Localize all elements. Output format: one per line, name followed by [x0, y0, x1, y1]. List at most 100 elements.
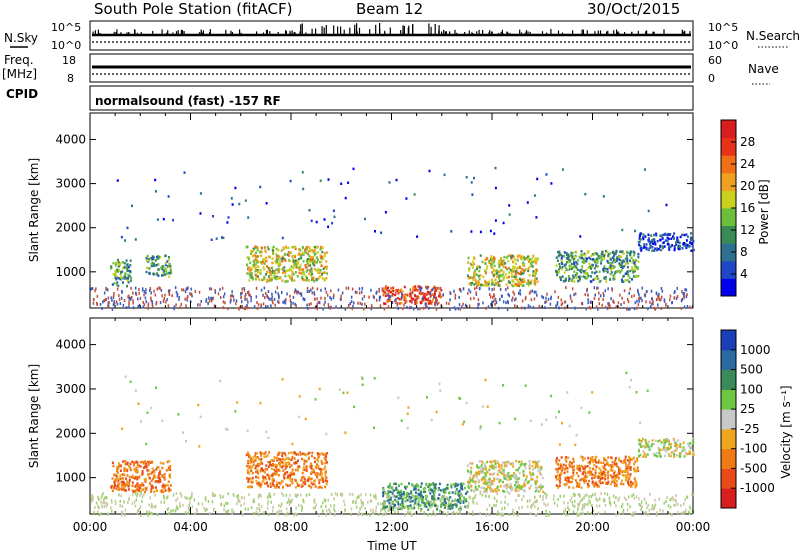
echo-cell	[515, 263, 517, 266]
echo-cell	[301, 509, 303, 512]
echo-cell	[288, 269, 290, 272]
echo-cell	[284, 253, 286, 256]
echo-cell	[643, 243, 645, 246]
echo-cell	[471, 462, 473, 465]
echo-cell	[361, 303, 363, 306]
echo-cell	[623, 509, 625, 512]
echo-cell	[122, 505, 124, 508]
echo-cell	[424, 511, 426, 514]
echo-cell	[542, 477, 544, 480]
echo-cell	[510, 483, 512, 486]
echo-cell	[444, 174, 446, 177]
echo-cell	[584, 193, 586, 196]
echo-cell	[665, 450, 667, 453]
echo-cell	[107, 503, 109, 506]
echo-cell	[518, 467, 520, 470]
echo-cell	[287, 475, 289, 478]
echo-cell	[356, 506, 358, 509]
echo-cell	[670, 238, 672, 241]
echo-cell	[260, 269, 262, 272]
echo-cell	[112, 462, 114, 465]
echo-cell	[139, 487, 141, 490]
echo-cell	[387, 293, 389, 296]
echo-cell	[294, 291, 296, 294]
echo-cell	[288, 251, 290, 254]
echo-cell	[130, 287, 132, 290]
echo-cell	[116, 281, 118, 284]
echo-cell	[571, 496, 573, 499]
echo-cell	[161, 467, 163, 470]
echo-cell	[151, 485, 153, 488]
echo-cell	[264, 476, 266, 479]
echo-cell	[370, 509, 372, 512]
echo-cell	[587, 486, 589, 489]
echo-cell	[519, 267, 521, 270]
echo-cell	[110, 486, 112, 489]
echo-cell	[530, 505, 532, 508]
echo-cell	[161, 289, 163, 292]
echo-cell	[449, 308, 451, 311]
echo-cell	[500, 479, 502, 482]
echo-cell	[174, 305, 176, 308]
echo-cell	[508, 276, 510, 279]
echo-cell	[535, 464, 537, 467]
echo-cell	[394, 511, 396, 514]
echo-cell	[317, 458, 319, 461]
echo-cell	[373, 495, 375, 498]
echo-cell	[312, 291, 314, 294]
echo-cell	[430, 506, 432, 509]
echo-cell	[600, 492, 602, 495]
echo-cell	[275, 291, 277, 294]
echo-cell	[556, 274, 558, 277]
echo-cell	[517, 478, 519, 481]
echo-cell	[590, 307, 592, 310]
echo-cell	[259, 463, 261, 466]
echo-cell	[539, 490, 541, 493]
echo-cell	[306, 460, 308, 463]
echo-cell	[528, 282, 530, 285]
echo-cell	[693, 454, 695, 457]
echo-cell	[392, 290, 394, 293]
echo-cell	[255, 264, 257, 267]
echo-cell	[634, 497, 636, 500]
echo-cell	[671, 451, 673, 454]
echo-cell	[393, 483, 395, 486]
echo-cell	[385, 211, 387, 214]
echo-cell	[524, 480, 526, 483]
echo-cell	[303, 279, 305, 282]
echo-cell	[287, 457, 289, 460]
echo-cell	[470, 291, 472, 294]
echo-cell	[157, 257, 159, 260]
echo-cell	[544, 306, 546, 309]
echo-cell	[446, 487, 448, 490]
echo-cell	[257, 249, 259, 252]
echo-cell	[297, 493, 299, 496]
echo-cell	[504, 501, 506, 504]
echo-cell	[425, 304, 427, 307]
echo-cell	[540, 487, 542, 490]
echo-cell	[255, 480, 257, 483]
echo-cell	[523, 278, 525, 281]
echo-cell	[662, 290, 664, 293]
echo-cell	[559, 266, 561, 269]
echo-cell	[305, 251, 307, 254]
echo-cell	[113, 295, 115, 298]
echo-cell	[376, 291, 378, 294]
echo-cell	[449, 507, 451, 510]
echo-cell	[333, 497, 335, 500]
echo-cell	[175, 303, 177, 306]
echo-cell	[478, 479, 480, 482]
echo-cell	[108, 297, 110, 300]
echo-cell	[565, 286, 567, 289]
echo-cell	[470, 473, 472, 476]
echo-cell	[493, 293, 495, 296]
echo-cell	[391, 487, 393, 490]
echo-cell	[665, 303, 667, 306]
echo-cell	[538, 460, 540, 463]
echo-cell	[568, 477, 570, 480]
echo-cell	[629, 458, 631, 461]
echo-cell	[247, 469, 249, 472]
echo-cell	[479, 266, 481, 269]
echo-cell	[130, 463, 132, 466]
echo-cell	[573, 280, 575, 283]
